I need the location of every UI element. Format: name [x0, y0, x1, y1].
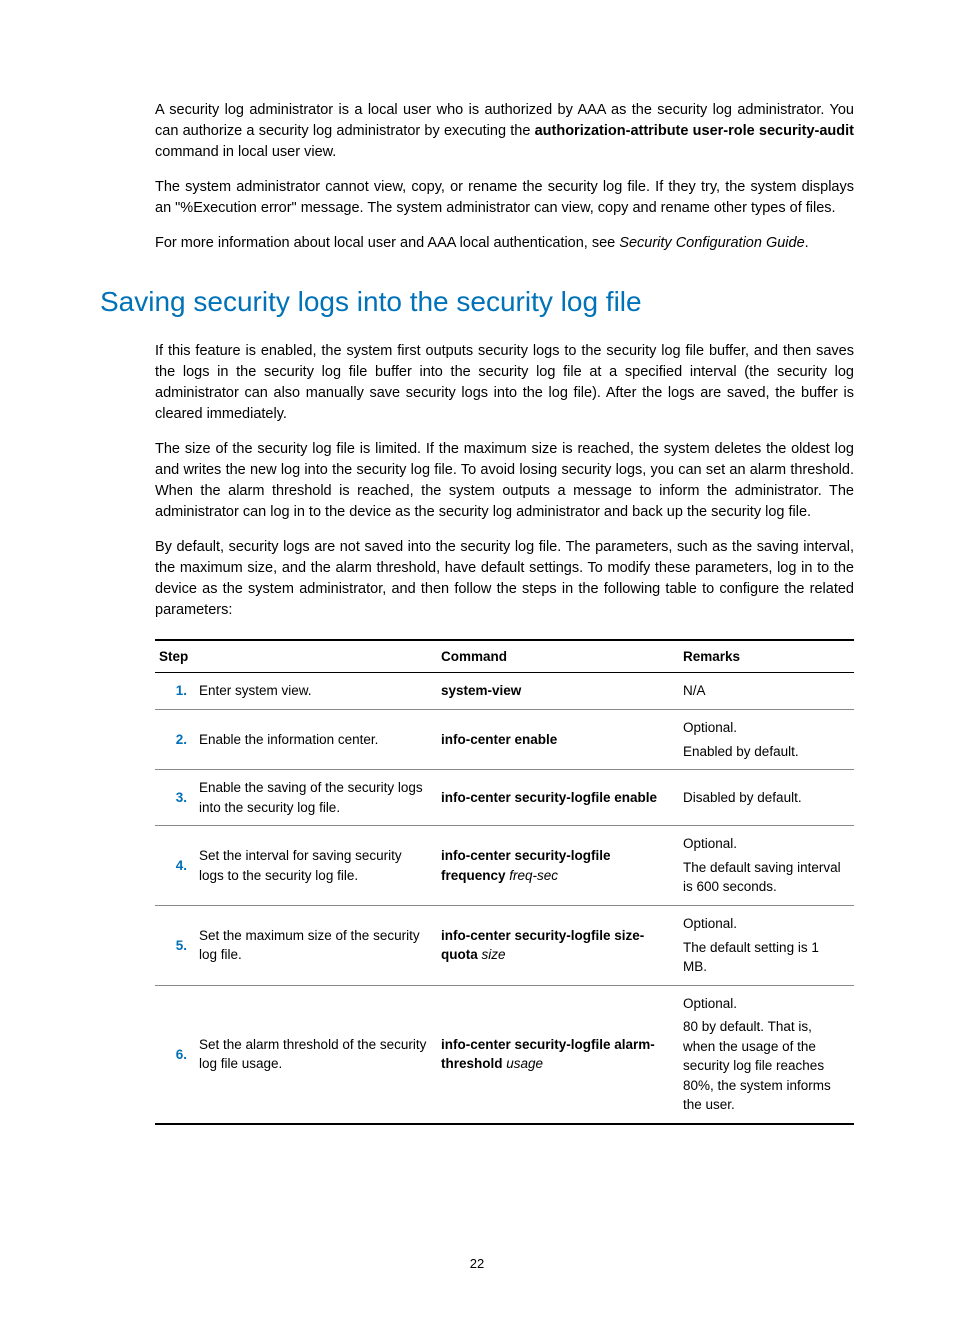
- page-container: A security log administrator is a local …: [0, 0, 954, 1334]
- step-command: system-view: [437, 673, 679, 710]
- header-command: Command: [437, 640, 679, 673]
- cmd-bold: info-center enable: [441, 732, 557, 747]
- step-desc: Enable the information center.: [195, 710, 437, 770]
- step-desc: Enter system view.: [195, 673, 437, 710]
- step-number: 2.: [155, 710, 195, 770]
- step-desc: Set the maximum size of the security log…: [195, 905, 437, 985]
- remark-line: The default setting is 1 MB.: [683, 938, 846, 977]
- remark-line: Optional.: [683, 994, 846, 1014]
- section-paragraph-3: By default, security logs are not saved …: [155, 537, 854, 621]
- cmd-bold: info-center security-logfile alarm-thres…: [441, 1037, 655, 1072]
- intro-paragraph-3: For more information about local user an…: [155, 233, 854, 254]
- cmd-bold: info-center security-logfile size-quota: [441, 928, 644, 963]
- step-command: info-center security-logfile frequency f…: [437, 826, 679, 906]
- step-number: 5.: [155, 905, 195, 985]
- intro-p3-text-a: For more information about local user an…: [155, 235, 619, 251]
- cmd-bold: info-center security-logfile enable: [441, 790, 657, 805]
- cmd-bold: system-view: [441, 683, 521, 698]
- step-number: 1.: [155, 673, 195, 710]
- step-remarks: Optional. The default saving interval is …: [679, 826, 854, 906]
- intro-p1-bold-cmd: authorization-attribute user-role securi…: [535, 123, 854, 139]
- table-row: 3. Enable the saving of the security log…: [155, 770, 854, 826]
- section-paragraph-1: If this feature is enabled, the system f…: [155, 341, 854, 425]
- table-row: 1. Enter system view. system-view N/A: [155, 673, 854, 710]
- table-row: 4. Set the interval for saving security …: [155, 826, 854, 906]
- intro-paragraph-2: The system administrator cannot view, co…: [155, 177, 854, 219]
- step-desc: Enable the saving of the security logs i…: [195, 770, 437, 826]
- step-number: 4.: [155, 826, 195, 906]
- step-desc: Set the alarm threshold of the security …: [195, 985, 437, 1124]
- step-number: 3.: [155, 770, 195, 826]
- table-header-row: Step Command Remarks: [155, 640, 854, 673]
- table-row: 6. Set the alarm threshold of the securi…: [155, 985, 854, 1124]
- remark-line: N/A: [683, 681, 846, 701]
- remark-line: Optional.: [683, 834, 846, 854]
- section-heading: Saving security logs into the security l…: [100, 282, 854, 323]
- page-number: 22: [100, 1255, 854, 1274]
- steps-table: Step Command Remarks 1. Enter system vie…: [155, 639, 854, 1125]
- intro-p3-ital-ref: Security Configuration Guide: [619, 235, 804, 251]
- step-desc: Set the interval for saving security log…: [195, 826, 437, 906]
- table-row: 2. Enable the information center. info-c…: [155, 710, 854, 770]
- remark-line: Optional.: [683, 914, 846, 934]
- header-remarks: Remarks: [679, 640, 854, 673]
- section-paragraph-2: The size of the security log file is lim…: [155, 439, 854, 523]
- remark-line: Disabled by default.: [683, 788, 846, 808]
- remark-line: The default saving interval is 600 secon…: [683, 858, 846, 897]
- cmd-ital: size: [478, 947, 506, 962]
- header-step: Step: [155, 640, 437, 673]
- step-number: 6.: [155, 985, 195, 1124]
- step-command: info-center security-logfile size-quota …: [437, 905, 679, 985]
- remark-line: Enabled by default.: [683, 742, 846, 762]
- step-remarks: Disabled by default.: [679, 770, 854, 826]
- step-remarks: Optional. 80 by default. That is, when th…: [679, 985, 854, 1124]
- intro-p1-text-b: command in local user view.: [155, 144, 336, 160]
- step-command: info-center security-logfile alarm-thres…: [437, 985, 679, 1124]
- step-remarks: Optional. Enabled by default.: [679, 710, 854, 770]
- remark-line: Optional.: [683, 718, 846, 738]
- step-command: info-center security-logfile enable: [437, 770, 679, 826]
- intro-p3-text-b: .: [805, 235, 809, 251]
- intro-block: A security log administrator is a local …: [155, 100, 854, 254]
- table-row: 5. Set the maximum size of the security …: [155, 905, 854, 985]
- section-body: If this feature is enabled, the system f…: [155, 341, 854, 1125]
- intro-paragraph-1: A security log administrator is a local …: [155, 100, 854, 163]
- step-remarks: Optional. The default setting is 1 MB.: [679, 905, 854, 985]
- step-remarks: N/A: [679, 673, 854, 710]
- cmd-ital: freq-sec: [506, 868, 559, 883]
- remark-line: 80 by default. That is, when the usage o…: [683, 1017, 846, 1115]
- step-command: info-center enable: [437, 710, 679, 770]
- cmd-ital: usage: [503, 1056, 544, 1071]
